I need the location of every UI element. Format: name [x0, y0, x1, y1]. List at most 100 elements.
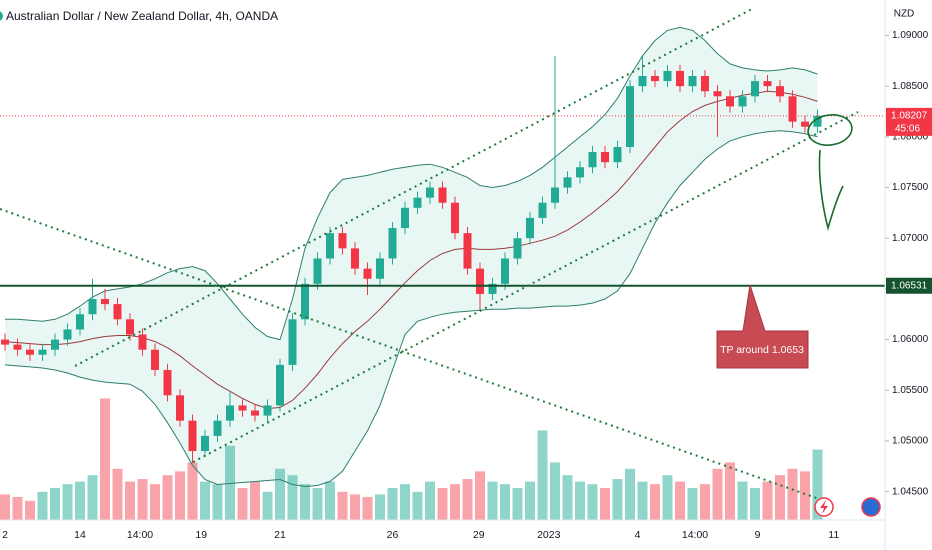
level-label: 1.06531 [891, 280, 928, 291]
x-tick-label: 14:00 [127, 529, 153, 541]
volume-bar [262, 491, 273, 520]
candle-body [788, 96, 797, 122]
candle-body [113, 304, 122, 320]
candle-body [676, 70, 684, 87]
volume-bar [125, 481, 135, 520]
y-tick-label: 1.09000 [892, 30, 929, 41]
candle-body [226, 405, 234, 421]
candle-body [63, 329, 72, 340]
x-tick-label: 2023 [537, 529, 561, 541]
x-tick-label: 29 [473, 529, 485, 541]
volume-bar [600, 488, 610, 520]
volume-bar [112, 468, 123, 520]
volume-bar [787, 468, 798, 520]
candle-body [138, 334, 147, 350]
candle-body [626, 86, 634, 147]
price-tag [886, 107, 932, 136]
candle-body [413, 197, 422, 208]
y-tick-label: 1.05500 [892, 385, 929, 396]
candle-body [751, 81, 759, 97]
candle-body [801, 121, 809, 127]
candle-body [551, 187, 559, 203]
volume-bar [775, 475, 785, 520]
candle-body [38, 349, 47, 355]
volume-bar [762, 481, 773, 520]
candle-body [101, 299, 109, 305]
candle-body [513, 238, 522, 259]
volume-bar [375, 494, 385, 520]
volume-bar [425, 481, 435, 520]
candle-body [326, 233, 334, 259]
candle-body [213, 420, 222, 436]
candle-body [263, 405, 272, 416]
volume-bar [87, 475, 98, 520]
bb-upper [5, 26, 818, 341]
volume-bar [512, 488, 523, 520]
volume-bar [550, 462, 560, 520]
y-tick-label: 1.04500 [892, 486, 929, 497]
candle-body [763, 81, 772, 87]
candle-body [176, 395, 184, 421]
y-tick-label: 1.05000 [892, 436, 929, 447]
volume-bar [800, 471, 810, 520]
volume-bar [475, 471, 485, 520]
volume-bar [0, 494, 10, 520]
volume-bar [350, 494, 360, 520]
candle-body [88, 299, 97, 315]
volume-bar [612, 479, 623, 520]
price-label: 1.08207 [891, 111, 928, 122]
x-tick-label: 4 [635, 529, 641, 541]
candle-body [401, 207, 409, 229]
y-tick-label: 1.08500 [892, 81, 929, 92]
candle-body [151, 349, 159, 370]
volume-bar [412, 491, 423, 520]
volume-bar [687, 488, 698, 520]
candle-body [563, 177, 572, 188]
volume-bar [50, 488, 60, 520]
x-tick-label: 14 [74, 529, 86, 541]
volume-bar [525, 481, 535, 520]
candle-body [651, 76, 659, 82]
y-axis: 1.09000 1.08500 1.08000 1.07500 1.07000 1.065… [885, 30, 932, 497]
channel-upper [74, 8, 753, 367]
bb-lower [4, 130, 818, 488]
candle-body [351, 248, 359, 269]
x-tick-label: 19 [195, 529, 207, 541]
candle-body [713, 91, 722, 97]
volume-bar [62, 484, 73, 520]
volume-bar [387, 488, 398, 520]
countdown: 45:06 [895, 124, 920, 135]
x-tick-label: 26 [387, 529, 399, 541]
x-tick-label: 21 [274, 529, 286, 541]
volume-bar [25, 500, 35, 520]
volume-bar [575, 481, 585, 520]
volume-bar [187, 462, 198, 520]
candle-body [776, 86, 784, 97]
candle-body [451, 202, 459, 234]
volume-bar [225, 445, 235, 520]
volume-bar [675, 481, 685, 520]
candle-body [576, 167, 584, 178]
candle-body [688, 76, 697, 87]
logo-icon[interactable] [861, 497, 881, 517]
chart-title: Australian Dollar / New Zealand Dollar, … [6, 9, 278, 23]
volume-bar [400, 484, 410, 520]
y-tick-label: 1.06000 [892, 334, 929, 345]
volume-bar [587, 484, 598, 520]
volume-bar [325, 481, 335, 520]
volume-bar [650, 484, 660, 520]
volume-bar [487, 481, 498, 520]
volume-bar [150, 484, 160, 520]
volume-bar [362, 496, 373, 520]
candle-body [13, 344, 22, 350]
candle-body [613, 146, 622, 163]
volume-bar [37, 491, 48, 520]
candle-body [501, 258, 509, 284]
volume-bar [12, 496, 23, 520]
candle-body [238, 405, 247, 411]
hand-arrow [818, 149, 844, 231]
volume-bar [562, 475, 573, 520]
volume-bar [812, 449, 823, 520]
volume-bar [625, 468, 635, 520]
candle-body [601, 152, 609, 163]
